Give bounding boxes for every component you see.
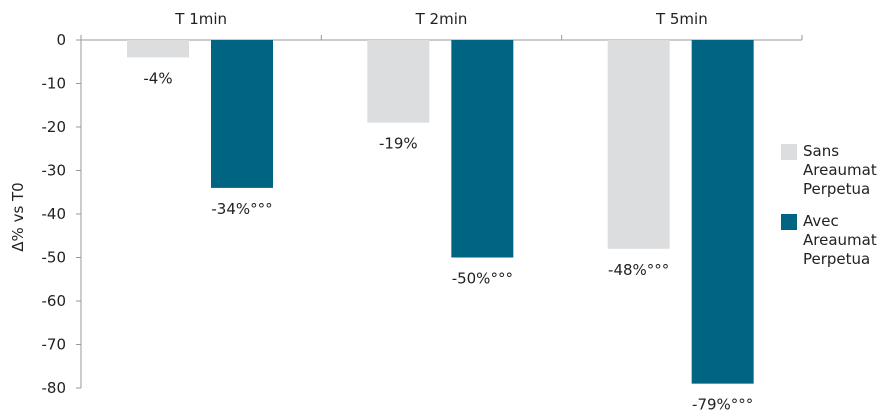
legend-label-line: Avec <box>803 212 839 230</box>
data-label: -79%°°° <box>692 396 753 414</box>
y-tick-label: -60 <box>42 292 67 310</box>
bar <box>691 40 754 384</box>
data-label: -34%°°° <box>211 200 272 218</box>
y-tick-label: -80 <box>42 379 67 397</box>
y-tick-label: -20 <box>42 118 67 136</box>
bar <box>127 40 189 58</box>
legend-swatch-avec <box>781 214 797 230</box>
y-tick-label: -10 <box>42 75 67 93</box>
legend: Sans Areaumat Perpetua Avec Areaumat Per… <box>781 142 877 282</box>
legend-label-line: Areaumat <box>803 161 877 179</box>
y-tick-label: 0 <box>56 31 66 49</box>
data-label: -48%°°° <box>608 261 669 279</box>
legend-label-sans: Sans Areaumat Perpetua <box>803 142 877 199</box>
legend-label-line: Perpetua <box>803 250 871 268</box>
legend-label-line: Perpetua <box>803 180 871 198</box>
y-tick-label: -70 <box>42 336 67 354</box>
legend-label-line: Sans <box>803 142 840 160</box>
y-tick-label: -40 <box>42 205 67 223</box>
data-labels: -4% -19% -48%°°° -34%°°° -50%°°° -79%°°° <box>143 69 753 413</box>
category-label: T 2min <box>415 10 468 28</box>
y-tick-label: -50 <box>42 249 67 267</box>
category-label: T 5min <box>655 10 708 28</box>
data-label: -4% <box>143 69 172 87</box>
y-tick-label: -30 <box>42 162 67 180</box>
data-label: -19% <box>379 135 418 153</box>
bar <box>451 40 514 258</box>
legend-item-avec: Avec Areaumat Perpetua <box>781 212 877 269</box>
y-axis-label: Δ% vs T0 <box>9 182 27 251</box>
legend-swatch-sans <box>781 144 797 160</box>
axes: 0 -10 -20 -30 -40 -50 -60 -70 -80 T 1min T 2min T 5… <box>42 10 803 397</box>
legend-item-sans: Sans Areaumat Perpetua <box>781 142 877 199</box>
bars <box>127 40 754 384</box>
category-label: T 1min <box>174 10 227 28</box>
legend-label-line: Areaumat <box>803 231 877 249</box>
data-label: -50%°°° <box>452 270 513 288</box>
legend-label-avec: Avec Areaumat Perpetua <box>803 212 877 269</box>
bar <box>367 40 430 123</box>
bar <box>607 40 670 249</box>
bar <box>211 40 273 188</box>
